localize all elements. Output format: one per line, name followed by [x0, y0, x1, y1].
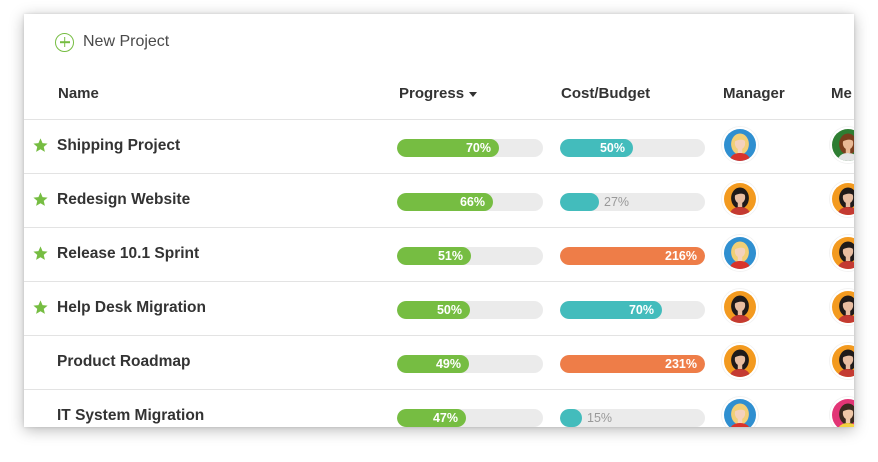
progress-label: 66%	[459, 195, 485, 209]
column-header-cost-budget[interactable]: Cost/Budget	[561, 85, 650, 102]
table-row[interactable]: Redesign Website 66% 27%	[24, 174, 854, 228]
progress-label: 51%	[437, 249, 463, 263]
manager-avatar[interactable]	[722, 127, 758, 163]
star-icon[interactable]	[32, 299, 49, 316]
cost-budget-label: 27%	[604, 195, 630, 209]
progress-bar-fill	[397, 409, 466, 427]
progress-bar: 51%	[397, 247, 543, 265]
member-avatar[interactable]	[830, 127, 854, 163]
star-icon[interactable]	[32, 245, 49, 262]
column-header-name[interactable]: Name	[58, 85, 99, 102]
table-header: Name Progress Cost/Budget Manager Me	[24, 85, 854, 107]
progress-bar: 70%	[397, 139, 543, 157]
manager-avatar[interactable]	[722, 289, 758, 325]
cost-budget-bar: 27%	[560, 193, 705, 211]
progress-bar: 50%	[397, 301, 543, 319]
new-project-label: New Project	[83, 33, 170, 50]
project-name[interactable]: Redesign Website	[57, 191, 191, 208]
column-header-name-label: Name	[58, 85, 99, 102]
cost-budget-bar-fill	[560, 139, 633, 157]
cost-budget-bar-fill	[560, 301, 662, 319]
project-name[interactable]: Shipping Project	[57, 137, 181, 154]
column-header-progress-label: Progress	[399, 85, 465, 102]
header-divider	[24, 119, 854, 120]
project-name[interactable]: Product Roadmap	[57, 353, 191, 370]
table-row[interactable]: Product Roadmap 49% 231%	[24, 336, 854, 390]
progress-bar-fill	[397, 355, 469, 373]
progress-label: 50%	[436, 303, 462, 317]
progress-bar-fill	[397, 193, 493, 211]
column-header-progress[interactable]: Progress	[399, 85, 478, 102]
table-row[interactable]: Shipping Project 70% 50%	[24, 120, 854, 174]
cost-budget-bar-fill	[560, 409, 582, 427]
manager-avatar[interactable]	[722, 181, 758, 217]
cost-budget-bar-fill	[560, 355, 705, 373]
progress-bar-fill	[397, 301, 470, 319]
cost-budget-label: 50%	[599, 141, 625, 155]
member-avatar[interactable]	[830, 397, 854, 427]
new-project-button[interactable]: New Project	[55, 31, 169, 53]
cost-budget-bar-fill	[560, 193, 599, 211]
cost-budget-label: 15%	[587, 411, 613, 425]
cost-budget-bar: 15%	[560, 409, 705, 427]
progress-label: 70%	[465, 141, 491, 155]
cost-budget-label: 231%	[665, 357, 697, 371]
star-icon[interactable]	[32, 191, 49, 208]
manager-avatar[interactable]	[722, 397, 758, 427]
member-avatar[interactable]	[830, 343, 854, 379]
progress-bar: 47%	[397, 409, 543, 427]
cost-budget-bar: 70%	[560, 301, 705, 319]
project-name[interactable]: Help Desk Migration	[57, 299, 206, 316]
cost-budget-label: 216%	[665, 249, 697, 263]
star-icon[interactable]	[32, 137, 49, 154]
progress-label: 49%	[435, 357, 461, 371]
project-name[interactable]: IT System Migration	[57, 407, 205, 424]
member-avatar[interactable]	[830, 235, 854, 271]
member-avatar[interactable]	[830, 181, 854, 217]
column-header-members[interactable]: Me	[831, 85, 852, 102]
member-avatar[interactable]	[830, 289, 854, 325]
project-name[interactable]: Release 10.1 Sprint	[57, 245, 200, 262]
column-header-manager[interactable]: Manager	[723, 85, 785, 102]
plus-circle-icon	[55, 32, 74, 52]
progress-bar: 66%	[397, 193, 543, 211]
progress-bar: 49%	[397, 355, 543, 373]
cost-budget-label: 70%	[628, 303, 654, 317]
cost-budget-bar: 231%	[560, 355, 705, 373]
column-header-cost-budget-label: Cost/Budget	[561, 85, 651, 102]
manager-avatar[interactable]	[722, 235, 758, 271]
cost-budget-bar: 216%	[560, 247, 705, 265]
progress-label: 47%	[432, 411, 458, 425]
progress-bar-fill	[397, 247, 471, 265]
table-row[interactable]: Help Desk Migration 50% 70%	[24, 282, 854, 336]
cost-budget-bar: 50%	[560, 139, 705, 157]
progress-bar-fill	[397, 139, 499, 157]
column-header-members-label: Me	[831, 85, 852, 102]
sort-descending-icon	[469, 91, 478, 97]
manager-avatar[interactable]	[722, 343, 758, 379]
table-row[interactable]: IT System Migration 47% 15%	[24, 390, 854, 427]
column-header-manager-label: Manager	[723, 85, 785, 102]
cost-budget-bar-fill	[560, 247, 705, 265]
project-list-panel: New Project Name Progress Cost/Budget Ma…	[24, 14, 854, 427]
table-row[interactable]: Release 10.1 Sprint 51% 216%	[24, 228, 854, 282]
